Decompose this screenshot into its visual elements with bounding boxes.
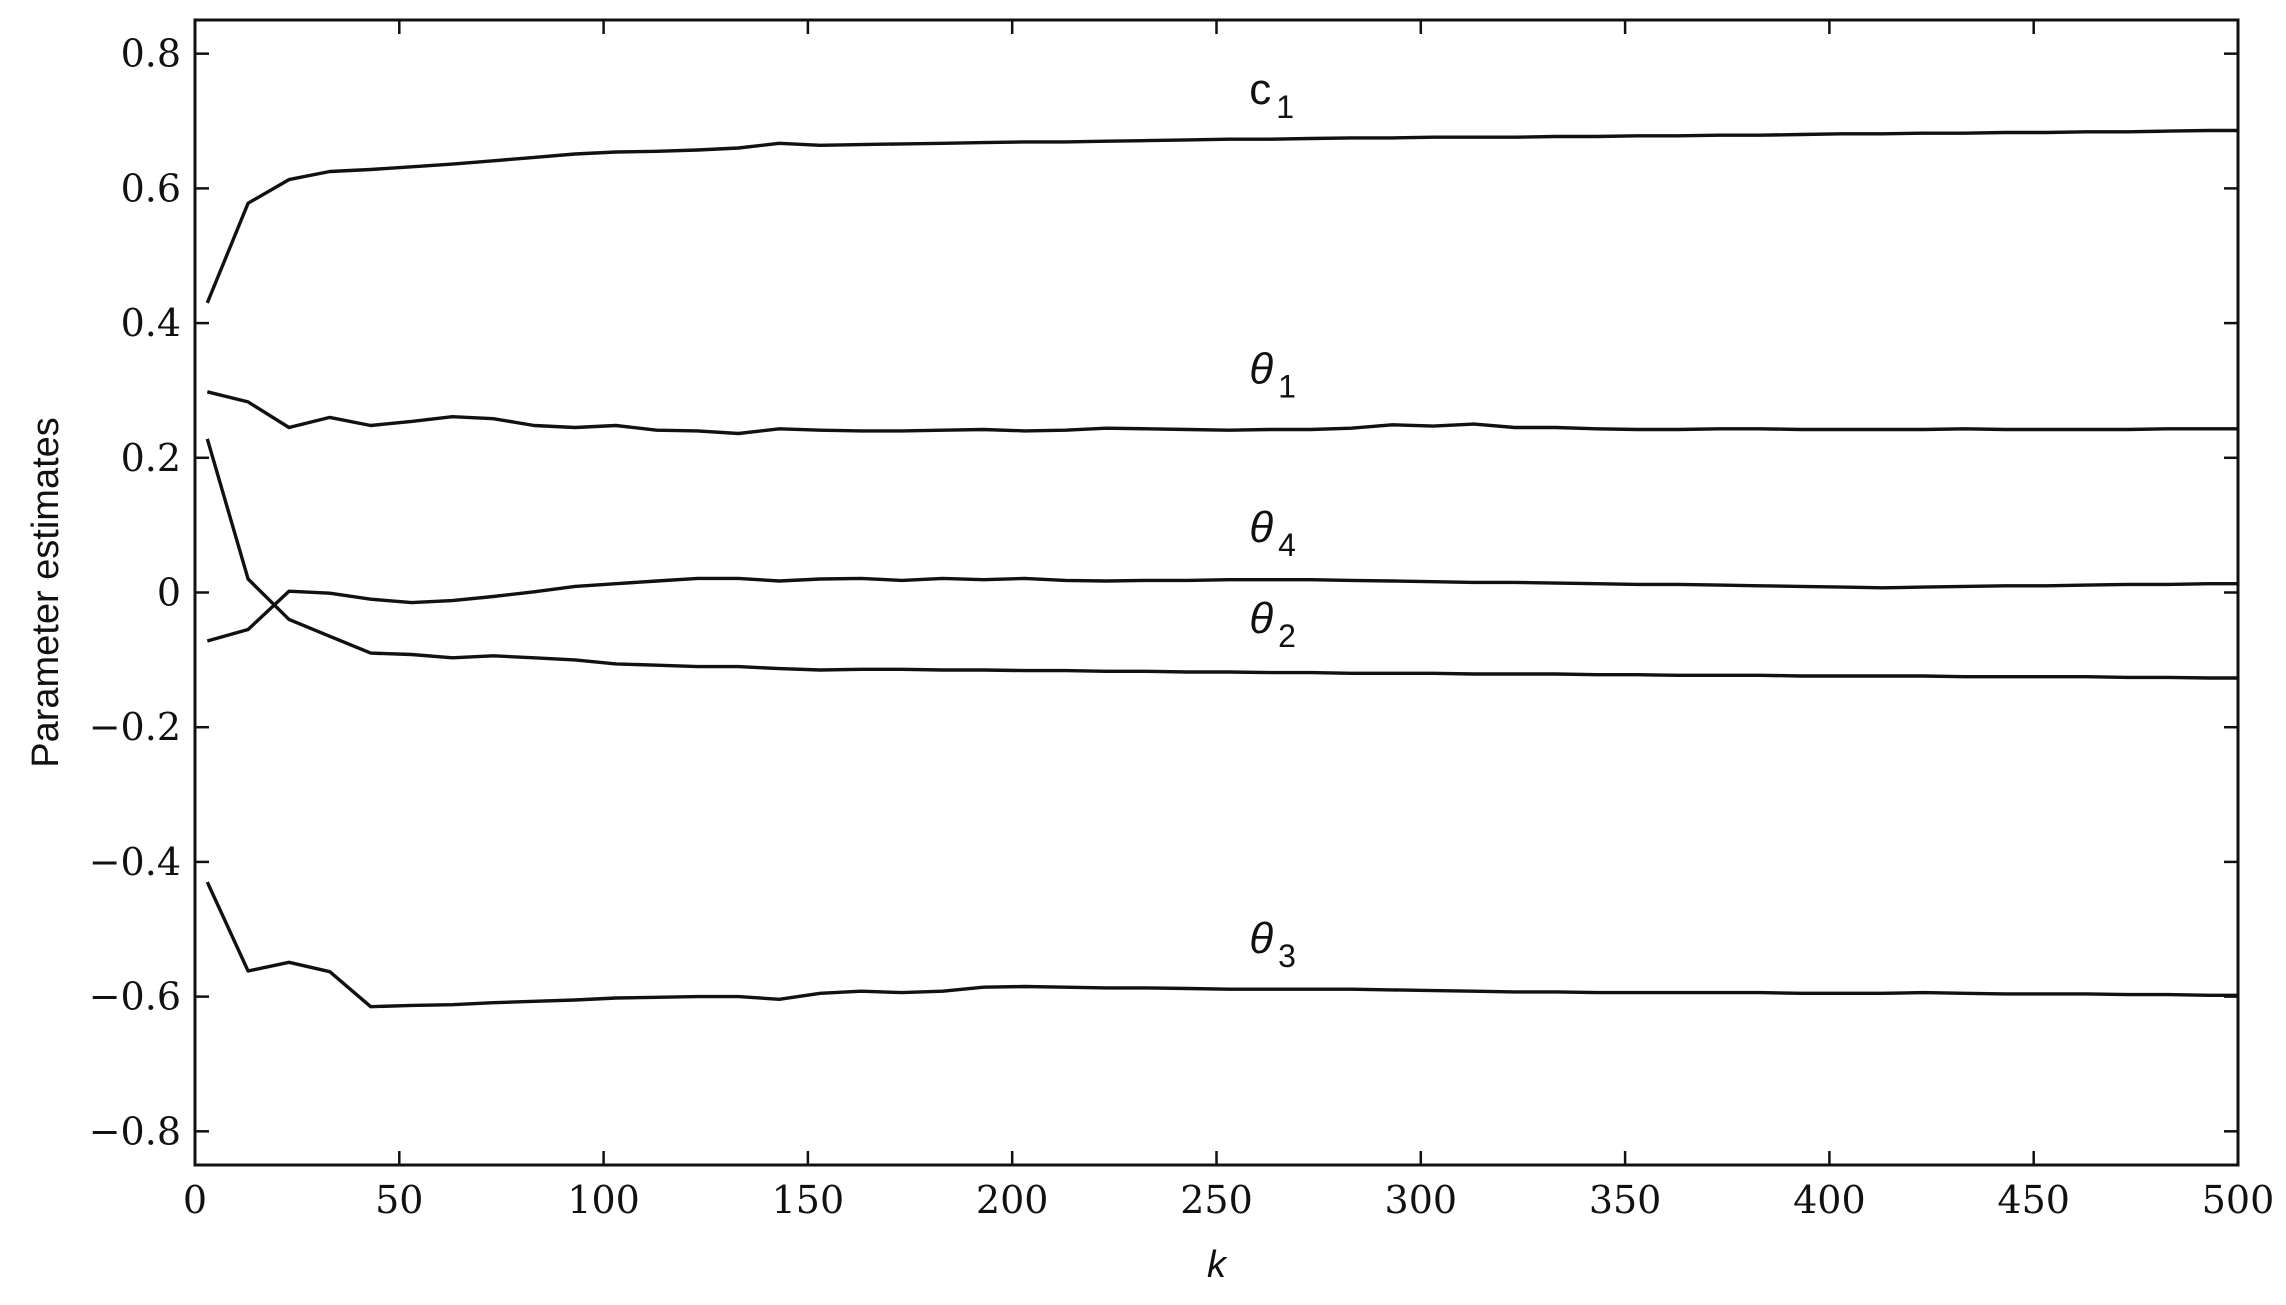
y-tick-label: −0.4: [89, 840, 181, 884]
y-tick-label: 0.8: [121, 32, 181, 76]
x-tick-label: 50: [375, 1178, 423, 1222]
series-line-θ4: [206, 576, 2238, 643]
series-label-name: θ: [1249, 345, 1273, 394]
y-tick-label: −0.8: [89, 1109, 181, 1153]
series-label-subscript: 3: [1278, 938, 1296, 974]
series-label-name: θ: [1249, 594, 1273, 643]
x-tick-label: 200: [976, 1178, 1049, 1222]
series-label-name: θ: [1249, 503, 1273, 552]
x-tick-label: 500: [2202, 1178, 2275, 1222]
ticks-layer: 0 50 100 150 200 250 300 350 400 450 500 0.8 0.6 0.4 0…: [89, 20, 2275, 1222]
y-tick-label: −0.6: [89, 975, 181, 1019]
x-tick-label: 300: [1385, 1178, 1458, 1222]
plot-frame: [193, 18, 2240, 1167]
series-line-θ2: [205, 438, 2238, 680]
x-tick-label: 100: [567, 1178, 640, 1222]
series-label-subscript: 2: [1278, 618, 1296, 654]
y-tick-label: 0.2: [121, 436, 181, 480]
x-tick-label: 400: [1793, 1178, 1866, 1222]
series-label-name: θ: [1249, 914, 1273, 963]
x-tick-label: 350: [1589, 1178, 1662, 1222]
x-tick-label: 250: [1180, 1178, 1253, 1222]
series-label-subscript: 1: [1278, 369, 1296, 405]
series-layer: [205, 128, 2238, 1009]
x-axis-label: k: [1207, 1244, 1228, 1286]
y-tick-label: 0: [157, 571, 181, 615]
y-tick-label: 0.4: [121, 301, 181, 345]
series-labels: c 1θ 1θ 4θ 2θ 3: [1249, 65, 1296, 974]
series-line-c1: [205, 128, 2238, 304]
series-line-θ1: [206, 390, 2238, 436]
series-line-θ3: [205, 881, 2238, 1009]
y-axis-label: Parameter estimates: [25, 417, 67, 768]
x-tick-label: 150: [772, 1178, 845, 1222]
series-label-subscript: 4: [1278, 527, 1296, 563]
y-tick-label: −0.2: [89, 705, 181, 749]
series-label-subscript: 1: [1276, 89, 1294, 125]
x-tick-label: 450: [1997, 1178, 2070, 1222]
x-tick-label: 0: [183, 1178, 207, 1222]
series-label-name: c: [1249, 65, 1271, 114]
y-tick-label: 0.6: [121, 166, 181, 210]
